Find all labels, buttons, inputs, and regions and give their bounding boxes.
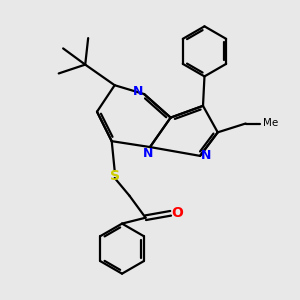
Text: N: N [132,85,143,98]
Text: Me: Me [263,118,279,128]
Text: S: S [110,169,120,183]
Text: N: N [143,147,154,160]
Text: O: O [171,206,183,220]
Text: N: N [201,149,212,162]
Text: methyl: methyl [254,123,260,124]
